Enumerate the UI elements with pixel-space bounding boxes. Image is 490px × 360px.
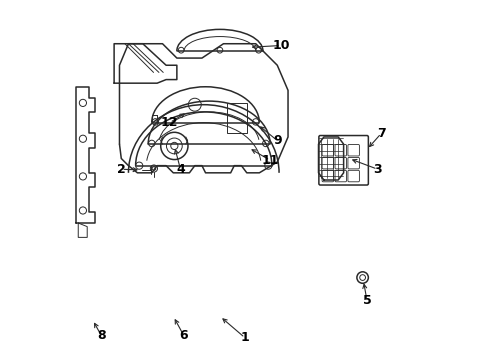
Text: 12: 12 [161, 116, 178, 129]
Text: 5: 5 [363, 294, 371, 307]
Text: 9: 9 [273, 134, 282, 147]
Text: 10: 10 [272, 39, 290, 52]
Text: 6: 6 [180, 329, 188, 342]
Bar [227, 103, 247, 134]
Text: 7: 7 [377, 127, 386, 140]
Text: 3: 3 [373, 163, 382, 176]
Text: 1: 1 [241, 331, 249, 344]
Text: 4: 4 [176, 163, 185, 176]
Text: 2: 2 [117, 163, 125, 176]
Text: 11: 11 [261, 154, 279, 167]
Text: 8: 8 [97, 329, 106, 342]
